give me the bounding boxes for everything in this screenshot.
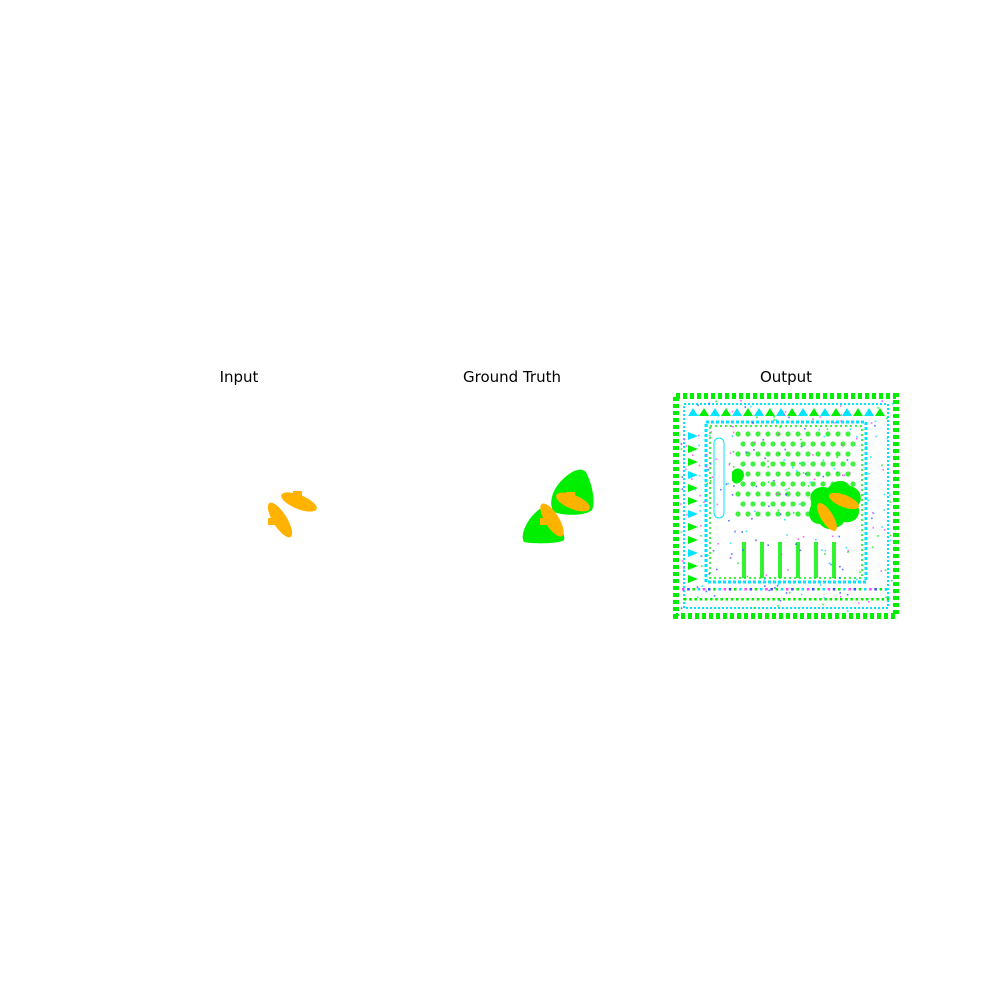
ground-truth-shape-upper [556, 492, 590, 512]
input-panel-title: Input [219, 368, 259, 386]
input-image-svg [125, 392, 353, 620]
output-shape-lower [817, 503, 837, 531]
output-image [672, 392, 900, 620]
output-shape-upper [828, 492, 860, 510]
input-shape-upper [281, 491, 317, 512]
output-panel-title: Output [759, 368, 813, 386]
output-image-svg [672, 392, 900, 620]
output-noise-texture [673, 393, 899, 619]
input-shape-lower [267, 502, 293, 538]
ground-truth-panel-title: Ground Truth [463, 368, 561, 386]
ground-truth-shape-lower [540, 503, 564, 537]
input-background [125, 392, 353, 620]
input-image [125, 392, 353, 620]
ground-truth-image-svg [398, 392, 626, 620]
ground-truth-image [398, 392, 626, 620]
